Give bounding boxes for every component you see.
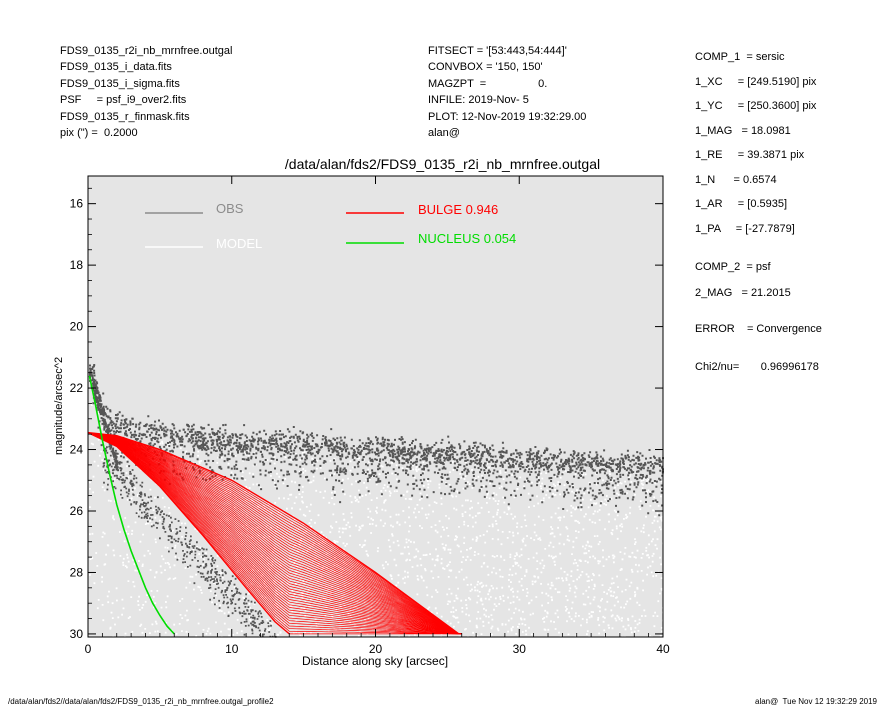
header-user: alan@ [428, 127, 460, 140]
bulge-curve [87, 432, 462, 635]
bulge-curve [87, 432, 462, 635]
bulge-curve [87, 432, 462, 635]
legend-bulge-label: BULGE 0.946 [418, 202, 498, 217]
bulge-curve [87, 432, 462, 635]
bulge-curve [87, 432, 462, 635]
bulge-curve [87, 432, 462, 635]
header-infile: INFILE: 2019-Nov- 5 [428, 94, 529, 107]
bulge-curve [87, 432, 462, 635]
bulge-lower-edge [87, 431, 290, 635]
bulge-curve [87, 432, 462, 635]
bulge-curve [87, 432, 462, 635]
legend-nucleus-label: NUCLEUS 0.054 [418, 231, 516, 246]
bulge-curve [87, 432, 462, 635]
param-error: ERROR = Convergence [695, 323, 822, 335]
y-tick-label: 22 [70, 381, 84, 395]
bulge-curve [87, 432, 462, 635]
bulge-curve [87, 432, 462, 635]
header-fit-info: FITSECT = '[53:443,54:444]' CONVBOX = '1… [428, 43, 586, 141]
bulge-layer [87, 431, 462, 635]
param-comp1: COMP_1 = sersic [695, 51, 785, 63]
header-psf: PSF = psf_i9_over2.fits [60, 94, 187, 107]
legend-model-label: MODEL [216, 236, 262, 251]
bulge-curve [87, 432, 462, 635]
param-1-xc: 1_XC = [249.5190] pix [695, 75, 817, 88]
bulge-curve [87, 432, 462, 635]
y-tick-label: 30 [70, 627, 84, 641]
legend-obs-label: OBS [216, 201, 244, 216]
footer-timestamp: alan@ Tue Nov 12 19:32:29 2019 [755, 697, 877, 706]
header-file-info: FDS9_0135_r2i_nb_mrnfree.outgal FDS9_013… [60, 43, 232, 141]
header-data: FDS9_0135_i_data.fits [60, 61, 172, 74]
bulge-curve [87, 432, 462, 635]
axes-layer: 0 10 20 30 40 16 18 20 22 24 26 28 30 [70, 176, 670, 656]
x-tick-label: 40 [656, 642, 670, 656]
bulge-curve [87, 432, 462, 635]
param-1-re: 1_RE = 39.3871 pix [695, 149, 805, 161]
bulge-upper-edge [87, 431, 460, 635]
plot-title: /data/alan/fds2/FDS9_0135_r2i_nb_mrnfree… [284, 156, 601, 172]
bulge-curve [87, 432, 462, 635]
bulge-curve [87, 432, 462, 635]
bulge-curve [87, 432, 462, 635]
plot-area [88, 176, 663, 637]
bulge-curve [87, 432, 462, 635]
y-tick-label: 26 [70, 504, 84, 518]
x-tick-label: 10 [225, 642, 239, 656]
y-tick-label: 18 [70, 258, 84, 272]
header-plot-date: PLOT: 12-Nov-2019 19:32:29.00 [428, 110, 587, 123]
bulge-curve [87, 432, 462, 635]
bulge-curve [87, 432, 462, 635]
param-1-yc: 1_YC = [250.3600] pix [695, 100, 817, 112]
x-tick-label: 0 [85, 642, 92, 656]
bulge-curve [87, 432, 462, 635]
bulge-curve [87, 432, 462, 635]
header-magzpt: MAGZPT = 0. [428, 77, 548, 90]
header-pix: pix (") = 0.2000 [60, 127, 138, 140]
param-1-mag: 1_MAG = 18.0981 [695, 124, 791, 137]
y-tick-label: 20 [70, 320, 84, 334]
footer-path: /data/alan/fds2//data/alan/fds2/FDS9_013… [8, 697, 274, 706]
y-axis-label: magnitude/arcsec^2 [53, 357, 65, 455]
param-chi2: Chi2/nu= 0.96996178 [695, 361, 819, 373]
param-1-n: 1_N = 0.6574 [695, 173, 777, 186]
bulge-curve [87, 432, 462, 635]
nucleus-layer [88, 375, 175, 635]
bulge-curve [87, 432, 462, 635]
bulge-curve [87, 432, 462, 635]
param-2-mag: 2_MAG = 21.2015 [695, 287, 791, 299]
bulge-curve [87, 432, 462, 635]
bulge-curve [87, 432, 462, 635]
header-sigma: FDS9_0135_i_sigma.fits [60, 77, 180, 90]
nucleus-line [88, 375, 175, 635]
bulge-curve [87, 432, 462, 635]
x-tick-label: 30 [513, 642, 527, 656]
bulge-curve [87, 432, 462, 635]
header-outgal: FDS9_0135_r2i_nb_mrnfree.outgal [60, 45, 233, 57]
bulge-curve [87, 432, 462, 635]
bulge-curve [87, 432, 462, 635]
bulge-curve [87, 432, 462, 635]
param-1-ar: 1_AR = [0.5935] [695, 198, 788, 210]
header-fitsect: FITSECT = '[53:443,54:444]' [428, 45, 567, 57]
bulge-curve [87, 432, 462, 635]
bulge-curve [87, 432, 462, 635]
param-comp2: COMP_2 = psf [695, 261, 771, 273]
y-tick-label: 24 [70, 443, 84, 457]
x-tick-label: 20 [369, 642, 383, 656]
bulge-curve [87, 432, 462, 635]
bulge-curve [87, 432, 462, 635]
bulge-curve [87, 432, 462, 635]
y-tick-label: 28 [70, 565, 84, 579]
x-axis-label: Distance along sky [arcsec] [302, 654, 448, 668]
bulge-curve [87, 432, 462, 635]
header-convbox: CONVBOX = '150, 150' [428, 61, 543, 74]
param-1-pa: 1_PA = [-27.7879] [695, 222, 795, 235]
bulge-curve [87, 432, 462, 635]
header-mask: FDS9_0135_r_finmask.fits [60, 110, 190, 123]
bulge-curve [87, 432, 462, 635]
y-tick-label: 16 [70, 197, 84, 211]
